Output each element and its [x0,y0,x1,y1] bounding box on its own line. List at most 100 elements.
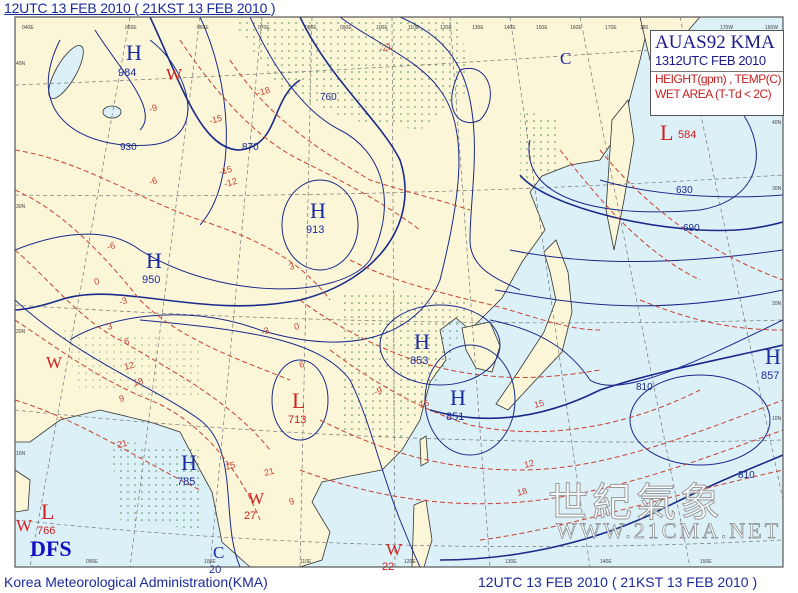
temperature-contour-label: -6 [148,175,158,187]
contour-labels: 9 3 0 870 760 630 690 810 810 -9 -6 -3 0 3 6 9 12 15 18 21 -… [93,41,755,507]
lon-tick-top: 160E [570,25,582,31]
lat-tick-left: 40N [16,61,26,67]
land-mainland [15,17,651,567]
lat-tick-right: 30N [772,186,782,192]
temperature-contour-label: -12 [223,176,238,189]
high-pressure-center: H [310,198,326,223]
temperature-contour-label: 12 [523,458,535,470]
temperature-contour-label: -9 [373,385,383,397]
lon-tick-top: 080E [305,25,317,31]
temperature-contour-label: 21 [263,466,275,478]
map-title: 12UTC 13 FEB 2010 ( 21KST 13 FEB 2010 ) [4,0,276,16]
temperature-contour-label: 15 [533,398,545,410]
map-frame [14,16,784,568]
temperature-contour-label: 3 [288,261,295,272]
temperature-contour-label: 0 [293,321,300,332]
caspian-sea [48,45,84,99]
temperature-contour-label: 15 [418,398,430,410]
temperature-contour-label: -18 [256,85,271,98]
lon-tick-bottom: 130E [505,559,517,565]
system-value: 851 [446,411,464,423]
lon-tick-top: 100E [376,25,388,31]
lon-tick-top: 170E [605,25,617,31]
legend-wet-area: WET AREA (T-Td < 2C) [655,87,772,101]
lon-tick-top: 110E [408,25,420,31]
lat-tick-right: 40N [772,120,782,126]
system-value: 913 [306,224,324,236]
warm-center: W [166,65,183,84]
height-contour-label: 760 [320,92,337,103]
wet-area [60,17,560,530]
lon-tick-top: 120E [440,25,452,31]
system-value: 584 [678,129,696,141]
lon-tick-bottom: 150E [700,559,712,565]
product-code: AUAS92 KMA [655,32,775,53]
system-value: 713 [288,414,306,426]
system-value: 853 [410,355,428,367]
aral-sea [102,105,122,119]
low-pressure-center: L [292,388,305,413]
temperature-contour-label: 15 [224,460,236,472]
high-pressure-center: H [181,450,197,475]
lon-tick-top: 090E [340,25,352,31]
axis-ticks: 040E 050E 060E 070E 080E 090E 100E 110E 120E 130E… [16,25,782,565]
lat-tick-left: 10N [16,451,26,457]
lat-tick-right: 20N [772,301,782,307]
watermark-text: 世紀氣象 [548,481,724,526]
temperature-contour-label: -9 [148,102,158,114]
system-value: 766 [37,525,55,537]
temperature-contour-label: -6 [106,240,116,252]
system-value: 27 [244,510,256,522]
height-contour-label: 810 [636,382,653,393]
lon-tick-top: 050E [125,25,137,31]
system-value: 857 [761,370,779,382]
temperature-contour-label: -3 [260,325,270,337]
dfs-logo: DFS [30,536,72,561]
lon-tick-top: 150E [536,25,548,31]
watermark-url: WWW.21CMA.NET [556,518,782,544]
height-contour-label: 690 [683,223,700,234]
lon-tick-top: 130E [472,25,484,31]
height-contour-label: 630 [676,185,693,196]
lat-tick-left: 30N [16,204,26,210]
warm-center: W [16,516,33,535]
temperature-contour-label: 0 [93,276,100,287]
cold-center: C [213,543,224,562]
temperature-contour-label: 18 [132,376,144,388]
lon-tick-bottom: 090E [86,559,98,565]
system-value: 984 [118,67,136,79]
land-taiwan [419,435,429,467]
legend-box: AUAS92 KMA 1312UTC FEB 2010 HEIGHT(gpm) … [650,30,784,116]
lon-tick-top: 040E [22,25,34,31]
high-pressure-center: H [414,329,430,354]
height-contour-label: 870 [242,142,259,153]
temperature-contour-label: 3 [106,321,113,332]
warm-center: W [46,353,63,372]
lon-tick-top: 060E [197,25,209,31]
land-sri-lanka [15,469,31,513]
low-pressure-center: L [41,499,54,524]
temperature-contour-label: 9 [118,393,125,404]
cold-center: C [560,49,571,68]
temperature-contour-label: 18 [516,486,528,498]
temperature-contour-label: 6 [298,359,305,370]
temperature-contour-label: -15 [218,164,233,177]
agency-credit: Korea Meteorological Administration(KMA) [4,574,268,590]
lon-tick-top: 170W [720,25,733,31]
temperature-contour-label: -3 [118,295,128,307]
legend-height-temp: HEIGHT(gpm) , TEMP(C) [655,72,781,86]
low-pressure-center: L [660,120,673,145]
temperature-contour-label: 21 [116,438,128,450]
lon-tick-bottom: 110E [300,559,312,565]
height-contour-label: 810 [738,470,755,481]
temperature-contour-label: 9 [288,496,295,507]
high-pressure-center: H [450,385,466,410]
valid-time: 1312UTC FEB 2010 [651,53,783,72]
temperature-contour-label: -15 [208,113,223,126]
high-pressure-center: H [765,344,781,369]
lat-tick-left: 20N [16,329,26,335]
temperature-contour-label: -21 [378,41,393,54]
temperature-contours [15,39,783,541]
lon-tick-top: 140E [504,25,516,31]
